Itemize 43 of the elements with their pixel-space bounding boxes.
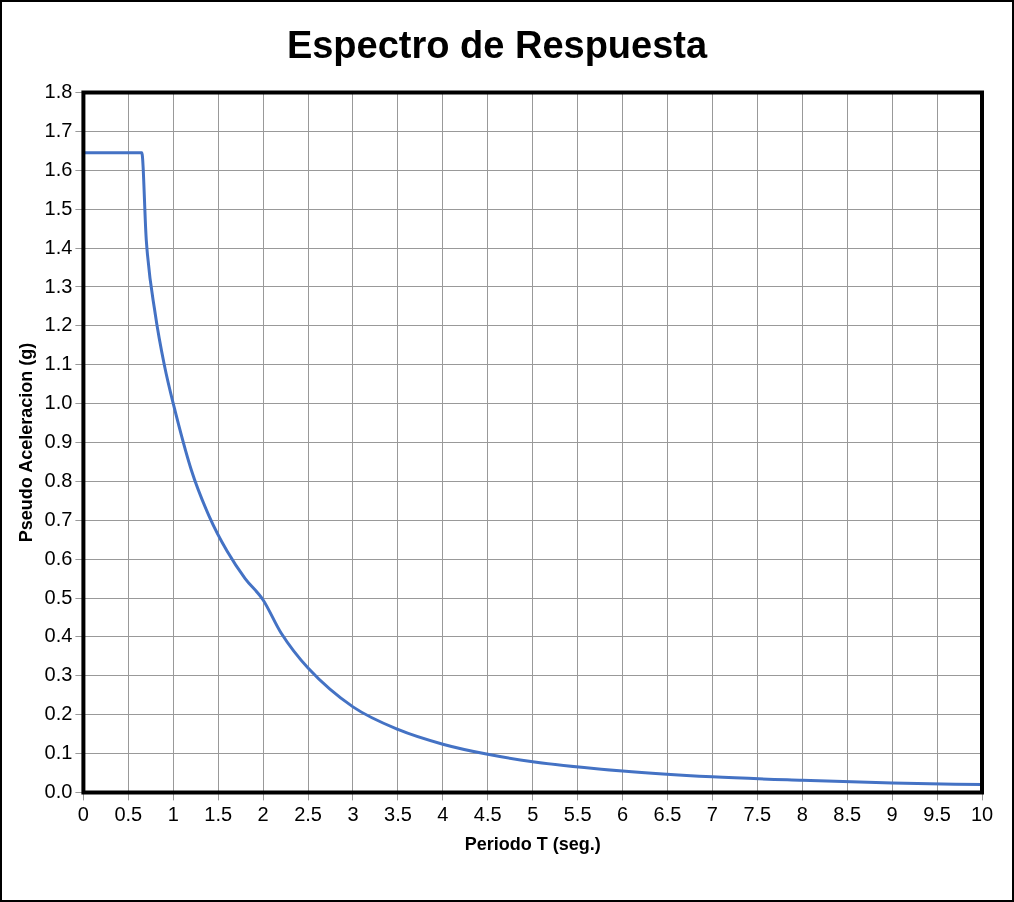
x-tick-label: 2 [257,802,269,825]
y-tick-label: 0.2 [44,702,73,725]
y-tick-label: 0.5 [44,585,73,608]
y-tick-label: 0.7 [44,507,73,530]
x-tick-label: 0.5 [114,802,143,825]
x-tick-label: 1 [167,802,179,825]
y-axis-title: Pseudo Aceleracion (g) [15,342,36,543]
x-tick-label: 6 [617,802,629,825]
x-tick-label: 0 [77,802,89,825]
x-tick-label: 10 [970,802,994,825]
x-tick-label: 5 [527,802,539,825]
x-tick-label: 1.5 [204,802,233,825]
y-tick-label: 0.4 [44,624,73,647]
x-tick-label: 3 [347,802,359,825]
x-tick-label: 7.5 [743,802,772,825]
y-tick-label: 0.3 [44,663,73,686]
y-tick-label: 1.7 [44,118,73,141]
x-tick-label: 7 [706,802,718,825]
y-tick-label: 0.6 [44,546,73,569]
x-tick-label: 5.5 [563,802,592,825]
chart-title: Espectro de Respuesta [286,24,708,67]
y-tick-label: 1.6 [44,157,73,180]
y-tick-label: 1.5 [44,196,73,219]
x-axis-title: Periodo T (seg.) [464,834,601,855]
y-tick-label: 1.3 [44,274,73,297]
y-tick-label: 1.1 [44,352,73,375]
y-tick-label: 0.1 [44,741,73,764]
x-tick-label: 3.5 [384,802,412,825]
x-tick-label: 9.5 [923,802,951,825]
x-tick-label: 8 [796,802,808,825]
y-tick-label: 1.8 [44,80,73,103]
x-tick-label: 2.5 [294,802,322,825]
x-tick-label: 9 [886,802,898,825]
x-tick-label: 8.5 [833,802,862,825]
y-tick-label: 0.9 [44,430,73,453]
x-tick-label: 4.5 [473,802,502,825]
y-tick-label: 1.0 [44,391,73,414]
y-tick-label: 0.0 [44,779,73,802]
x-tick-label: 4 [437,802,449,825]
x-tick-label: 6.5 [653,802,682,825]
y-tick-label: 1.2 [44,313,73,336]
y-tick-label: 0.8 [44,468,73,491]
y-tick-label: 1.4 [44,235,73,258]
